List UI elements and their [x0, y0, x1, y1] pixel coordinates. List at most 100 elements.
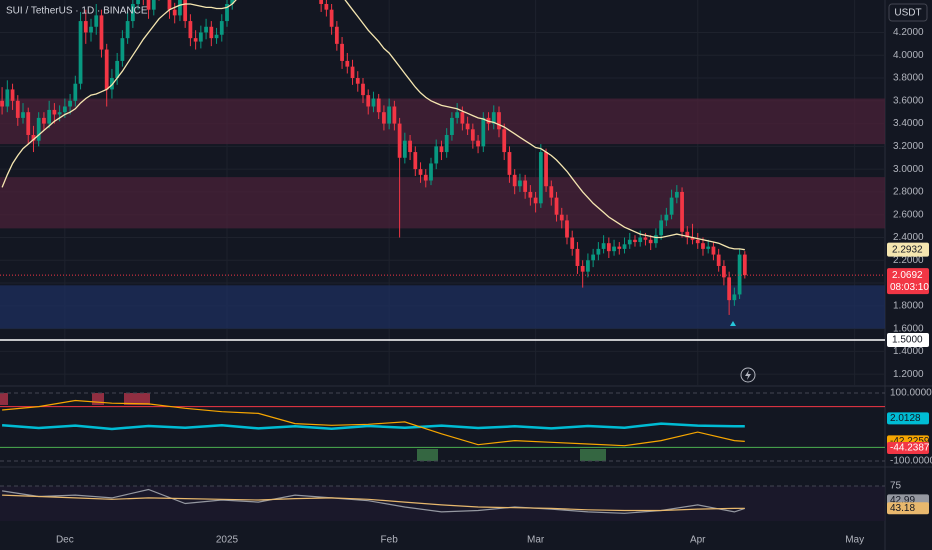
candle-body: [470, 129, 475, 141]
candle-body: [418, 169, 423, 175]
candle-body: [366, 95, 371, 107]
ma-label: 2.2932: [892, 244, 923, 255]
candle-body: [450, 117, 454, 135]
candle-body: [104, 49, 109, 90]
candle-body: [502, 129, 507, 153]
countdown: 08:03:10: [890, 282, 929, 293]
x-tick-label: Feb: [381, 535, 399, 546]
y-tick-label: -100.0000: [890, 456, 932, 467]
candle-body: [408, 140, 412, 153]
candle-body: [230, 0, 235, 4]
zone: [0, 177, 885, 229]
candle-body: [554, 197, 559, 215]
value-label-bg: [887, 502, 929, 515]
candle-body: [198, 32, 203, 42]
signal-box: [580, 449, 606, 461]
candle-body: [570, 237, 575, 249]
candle-body: [617, 246, 622, 249]
candle-body: [47, 109, 52, 124]
candle-body: [94, 15, 99, 27]
candle-body: [83, 21, 88, 33]
price-label-bg: [887, 333, 929, 348]
y-tick-label: 2.6000: [893, 209, 924, 220]
candle-body: [355, 78, 360, 84]
candle-body: [68, 100, 72, 107]
candle-body: [387, 106, 392, 124]
ma-label-bg: [887, 242, 929, 257]
y-tick-label: 3.0000: [893, 164, 924, 175]
indicator-line: [2, 399, 745, 447]
candle-body: [528, 191, 533, 198]
y-tick-label: 1.6000: [893, 323, 924, 334]
candle-body: [507, 152, 512, 175]
value-label: -44.2387: [890, 443, 930, 454]
candle-body: [664, 214, 669, 221]
candle-body: [429, 163, 433, 181]
candle-body: [737, 254, 742, 295]
currency-button[interactable]: [888, 3, 928, 22]
chart-title: SUI / TetherUS · 1D · BINANCE: [6, 6, 148, 17]
candle-body: [643, 237, 648, 240]
candle-body: [146, 0, 151, 10]
candle-body: [727, 277, 732, 301]
currency-label[interactable]: USDT: [894, 8, 921, 19]
candle-body: [586, 260, 590, 272]
candle-body: [125, 21, 130, 39]
y-tick-label: 1.4000: [893, 346, 924, 357]
candle-body: [350, 66, 355, 79]
candle-body: [722, 265, 726, 278]
y-tick-label: 3.4000: [893, 118, 924, 129]
last-price-label: 2.0692: [892, 270, 923, 281]
value-label-bg: [887, 412, 929, 425]
signal-box: [92, 393, 104, 405]
candle-body: [654, 235, 658, 244]
candle-body: [538, 152, 543, 204]
candle-body: [334, 26, 339, 44]
candle-body: [497, 112, 501, 130]
candle-body: [601, 243, 606, 249]
y-tick-label: 1.2000: [893, 369, 924, 380]
candle-body: [329, 9, 334, 27]
candle-body: [439, 146, 444, 153]
value-label: -42.2259: [890, 436, 930, 447]
candle-body: [340, 43, 344, 61]
candle-body: [606, 243, 611, 252]
y-tick-label: 2.8000: [893, 187, 924, 198]
candle-body: [622, 244, 627, 249]
candle-body: [575, 248, 580, 266]
candle-body: [204, 26, 208, 33]
candle-body: [136, 0, 140, 4]
candle-body: [99, 15, 104, 50]
indicator-line: [2, 494, 745, 512]
x-tick-label: Dec: [56, 535, 74, 546]
alert-icon[interactable]: [740, 367, 756, 383]
candle-body: [167, 0, 172, 10]
candle-body: [193, 38, 198, 42]
candle-body: [21, 112, 25, 118]
candle-body: [42, 117, 46, 124]
candle-body: [695, 239, 700, 244]
candle-body: [633, 239, 637, 243]
candle-body: [36, 117, 41, 141]
candle-body: [460, 112, 465, 124]
candle-body: [580, 265, 585, 272]
candle-body: [120, 38, 125, 61]
candle-body: [0, 100, 4, 107]
candle-body: [115, 60, 120, 79]
candle-body: [565, 220, 569, 238]
candle-body: [397, 123, 402, 158]
y-tick-label: 2.4000: [893, 232, 924, 243]
signal-marker: [730, 321, 736, 326]
value-label: 42.99: [890, 495, 915, 506]
moving-average: [1, 0, 745, 251]
candle-body: [680, 191, 684, 232]
candle-body: [455, 112, 460, 118]
candle-body: [361, 83, 365, 96]
signal-box: [0, 393, 8, 405]
candle-body: [319, 0, 324, 4]
candle-body: [544, 152, 548, 187]
alert-icon-bolt[interactable]: [745, 370, 751, 380]
candle-body: [591, 254, 596, 261]
candle-body: [214, 34, 219, 39]
candle-body: [423, 174, 428, 181]
